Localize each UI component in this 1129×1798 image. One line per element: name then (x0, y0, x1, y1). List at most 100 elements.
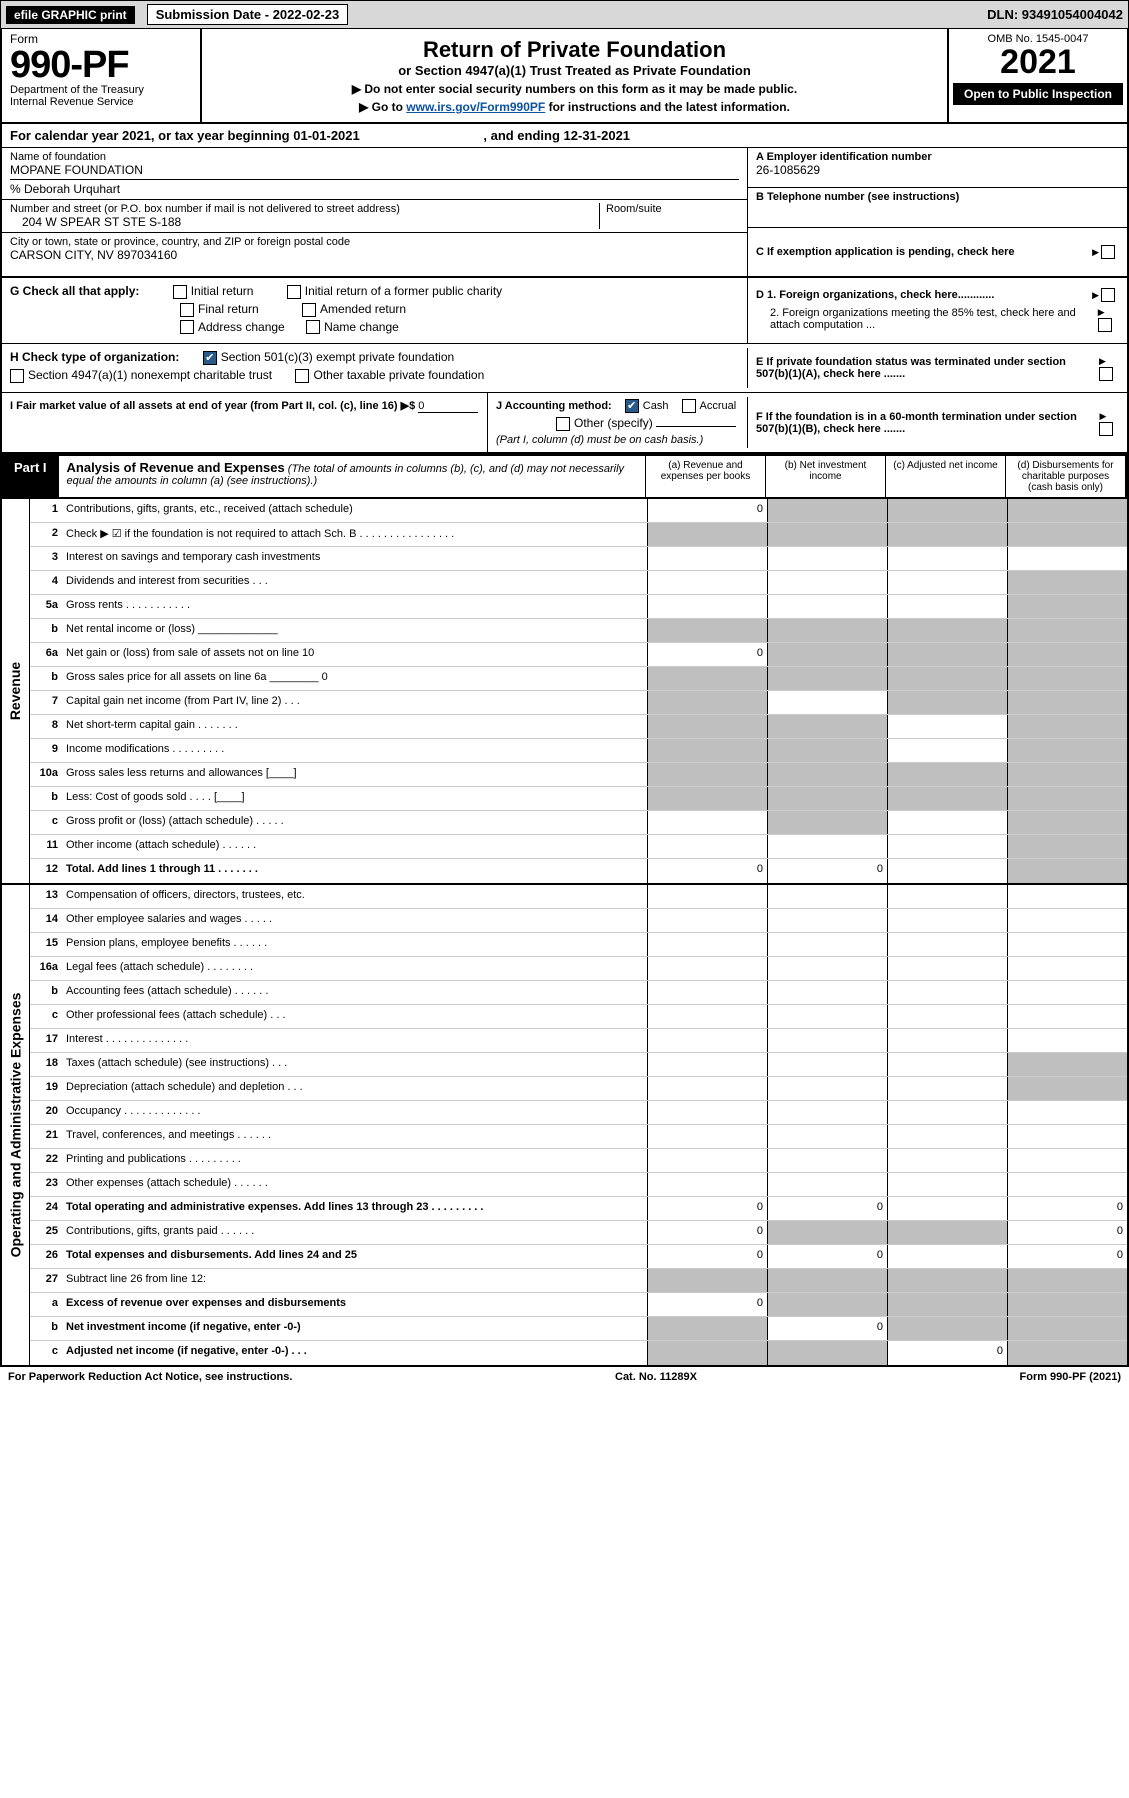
j-accrual-label: Accrual (700, 400, 737, 412)
d1-checkbox[interactable] (1101, 288, 1115, 302)
i-value: 0 (418, 400, 478, 413)
table-row: 16aLegal fees (attach schedule) . . . . … (30, 957, 1127, 981)
instr2-pre: ▶ Go to (359, 100, 406, 114)
revenue-table: Revenue 1Contributions, gifts, grants, e… (0, 499, 1129, 885)
d2-label: 2. Foreign organizations meeting the 85%… (756, 307, 1098, 331)
e-checkbox[interactable] (1099, 367, 1113, 381)
line-description: Total operating and administrative expen… (64, 1197, 647, 1220)
table-row: 4Dividends and interest from securities … (30, 571, 1127, 595)
initial-return-label: Initial return (191, 284, 254, 298)
cell-col-a (647, 885, 767, 908)
cell-col-b (767, 739, 887, 762)
line-description: Capital gain net income (from Part IV, l… (64, 691, 647, 714)
j-accrual-checkbox[interactable] (682, 399, 696, 413)
initial-return-checkbox[interactable] (173, 285, 187, 299)
cell-col-d (1007, 909, 1127, 932)
table-row: 24Total operating and administrative exp… (30, 1197, 1127, 1221)
cell-col-d (1007, 499, 1127, 522)
initial-former-checkbox[interactable] (287, 285, 301, 299)
cell-col-a (647, 571, 767, 594)
h-other-checkbox[interactable] (295, 369, 309, 383)
table-row: 10aGross sales less returns and allowanc… (30, 763, 1127, 787)
street-label: Number and street (or P.O. box number if… (10, 203, 599, 215)
cell-col-c (887, 981, 1007, 1004)
j-cash-checkbox[interactable]: ✔ (625, 399, 639, 413)
cell-col-c (887, 835, 1007, 858)
cell-col-c (887, 595, 1007, 618)
dln: DLN: 93491054004042 (987, 7, 1123, 22)
efile-print-button[interactable]: efile GRAPHIC print (6, 6, 135, 24)
cell-col-c (887, 763, 1007, 786)
cell-col-c (887, 1317, 1007, 1340)
irs-link[interactable]: www.irs.gov/Form990PF (406, 100, 545, 114)
cell-col-d (1007, 547, 1127, 570)
final-return-checkbox[interactable] (180, 303, 194, 317)
line-number: 7 (30, 691, 64, 714)
line-number: 23 (30, 1173, 64, 1196)
cell-col-c (887, 1125, 1007, 1148)
footer-left: For Paperwork Reduction Act Notice, see … (8, 1371, 292, 1383)
line-description: Net gain or (loss) from sale of assets n… (64, 643, 647, 666)
cell-col-c (887, 1269, 1007, 1292)
table-row: 25Contributions, gifts, grants paid . . … (30, 1221, 1127, 1245)
line-number: b (30, 619, 64, 642)
d2-checkbox[interactable] (1098, 318, 1112, 332)
cell-col-c (887, 1053, 1007, 1076)
cell-col-a (647, 787, 767, 810)
cell-col-c (887, 1149, 1007, 1172)
name-change-checkbox[interactable] (306, 320, 320, 334)
exemption-checkbox[interactable] (1101, 245, 1115, 259)
table-row: 12Total. Add lines 1 through 11 . . . . … (30, 859, 1127, 883)
top-bar: efile GRAPHIC print Submission Date - 20… (0, 0, 1129, 29)
line-description: Printing and publications . . . . . . . … (64, 1149, 647, 1172)
final-return-label: Final return (198, 302, 259, 316)
amended-return-checkbox[interactable] (302, 303, 316, 317)
cell-col-c (887, 859, 1007, 883)
cell-col-b (767, 499, 887, 522)
name-label: Name of foundation (10, 151, 739, 163)
line-description: Check ▶ ☑ if the foundation is not requi… (64, 523, 647, 546)
table-row: cGross profit or (loss) (attach schedule… (30, 811, 1127, 835)
line-description: Total. Add lines 1 through 11 . . . . . … (64, 859, 647, 883)
line-description: Total expenses and disbursements. Add li… (64, 1245, 647, 1268)
line-description: Gross sales price for all assets on line… (64, 667, 647, 690)
cell-col-c: 0 (887, 1341, 1007, 1365)
table-row: 2Check ▶ ☑ if the foundation is not requ… (30, 523, 1127, 547)
street-cell: Number and street (or P.O. box number if… (2, 200, 747, 233)
cell-col-b (767, 715, 887, 738)
table-row: bNet investment income (if negative, ent… (30, 1317, 1127, 1341)
h-501c3-checkbox[interactable]: ✔ (203, 351, 217, 365)
h-other-label: Other taxable private foundation (313, 368, 484, 382)
cell-col-b (767, 835, 887, 858)
cell-col-a (647, 1149, 767, 1172)
cell-col-b (767, 1029, 887, 1052)
line-description: Net rental income or (loss) ____________… (64, 619, 647, 642)
line-number: 6a (30, 643, 64, 666)
cell-col-a (647, 739, 767, 762)
instr-ssn: ▶ Do not enter social security numbers o… (210, 82, 939, 96)
j-other-checkbox[interactable] (556, 417, 570, 431)
expense-rows: 13Compensation of officers, directors, t… (30, 885, 1127, 1365)
line-description: Income modifications . . . . . . . . . (64, 739, 647, 762)
line-number: c (30, 811, 64, 834)
address-change-checkbox[interactable] (180, 320, 194, 334)
care-of: % Deborah Urquhart (10, 179, 739, 196)
table-row: 19Depreciation (attach schedule) and dep… (30, 1077, 1127, 1101)
e-label: E If private foundation status was termi… (756, 356, 1099, 380)
cell-col-b (767, 763, 887, 786)
cell-col-c (887, 1173, 1007, 1196)
cell-col-a (647, 1005, 767, 1028)
cell-col-c (887, 1221, 1007, 1244)
table-row: 23Other expenses (attach schedule) . . .… (30, 1173, 1127, 1197)
f-checkbox[interactable] (1099, 422, 1113, 436)
line-number: 9 (30, 739, 64, 762)
line-description: Interest . . . . . . . . . . . . . . (64, 1029, 647, 1052)
d1-label: D 1. Foreign organizations, check here..… (756, 289, 994, 301)
line-number: 27 (30, 1269, 64, 1292)
j-label: J Accounting method: (496, 400, 612, 412)
line-number: 26 (30, 1245, 64, 1268)
telephone-label: B Telephone number (see instructions) (756, 191, 1119, 203)
h-4947-checkbox[interactable] (10, 369, 24, 383)
line-number: b (30, 981, 64, 1004)
col-b-header: (b) Net investment income (765, 456, 885, 497)
